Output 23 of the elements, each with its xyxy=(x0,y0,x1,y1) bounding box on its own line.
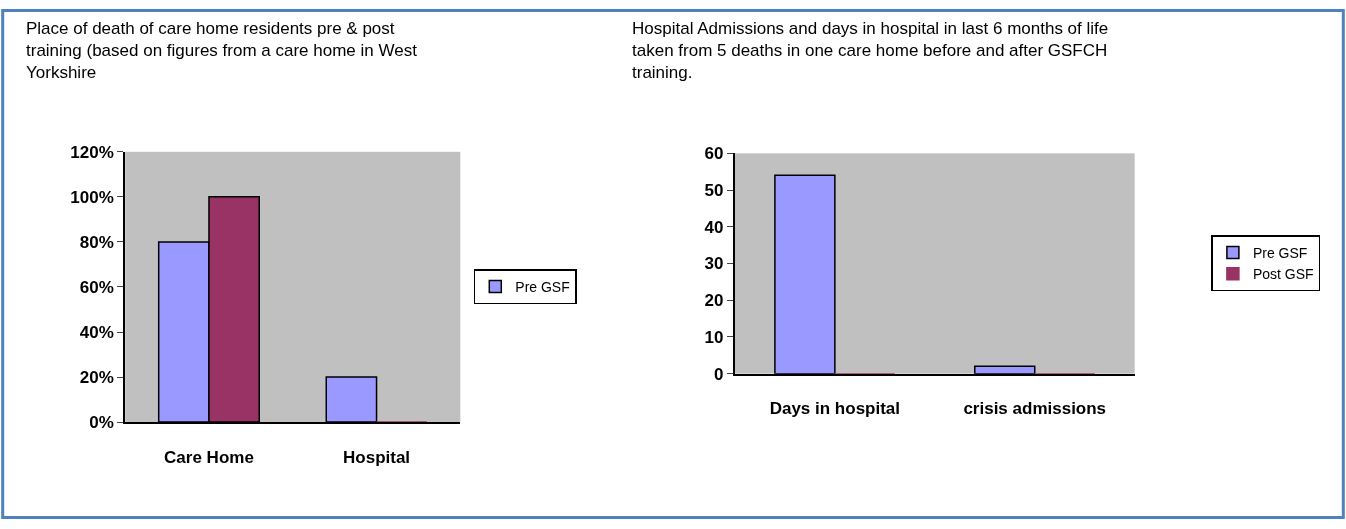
x-tick-label: crisis admissions xyxy=(963,399,1107,419)
x-tick-label: Care Home xyxy=(164,447,254,467)
x-tick-label: Days in hospital xyxy=(769,399,901,419)
legend-label: Pre GSF xyxy=(1252,245,1308,262)
y-tick-label: 50 xyxy=(704,181,724,200)
y-tick-label: 100% xyxy=(70,187,114,207)
y-tick-label: 60 xyxy=(704,144,724,164)
y-tick-label: 60% xyxy=(79,277,114,297)
y-tick-label: 30 xyxy=(704,254,724,274)
y-tick-label: 40 xyxy=(704,217,724,237)
y-tick-label: 20% xyxy=(79,368,114,387)
chart-title: Hospital Admissions and days in hospital in last 6 months of life taken from 5 deaths in one care home before and after GSFCH training. xyxy=(632,19,1109,83)
x-tick-label: Hospital xyxy=(343,447,411,467)
y-tick-label: 0% xyxy=(89,413,114,433)
legend-label: Post GSF xyxy=(1252,266,1314,283)
y-tick-label: 10 xyxy=(704,327,724,347)
y-tick-label: 0 xyxy=(714,364,724,384)
chart-title: Place of death of care home residents pre & post training (based on figures from a care home in West Yorkshire xyxy=(26,19,418,83)
y-tick-label: 40% xyxy=(79,322,114,342)
y-tick-label: 80% xyxy=(79,232,114,252)
y-tick-label: 20 xyxy=(704,291,724,311)
legend-label: Pre GSF xyxy=(515,279,570,296)
y-tick-label: 120% xyxy=(70,142,114,162)
